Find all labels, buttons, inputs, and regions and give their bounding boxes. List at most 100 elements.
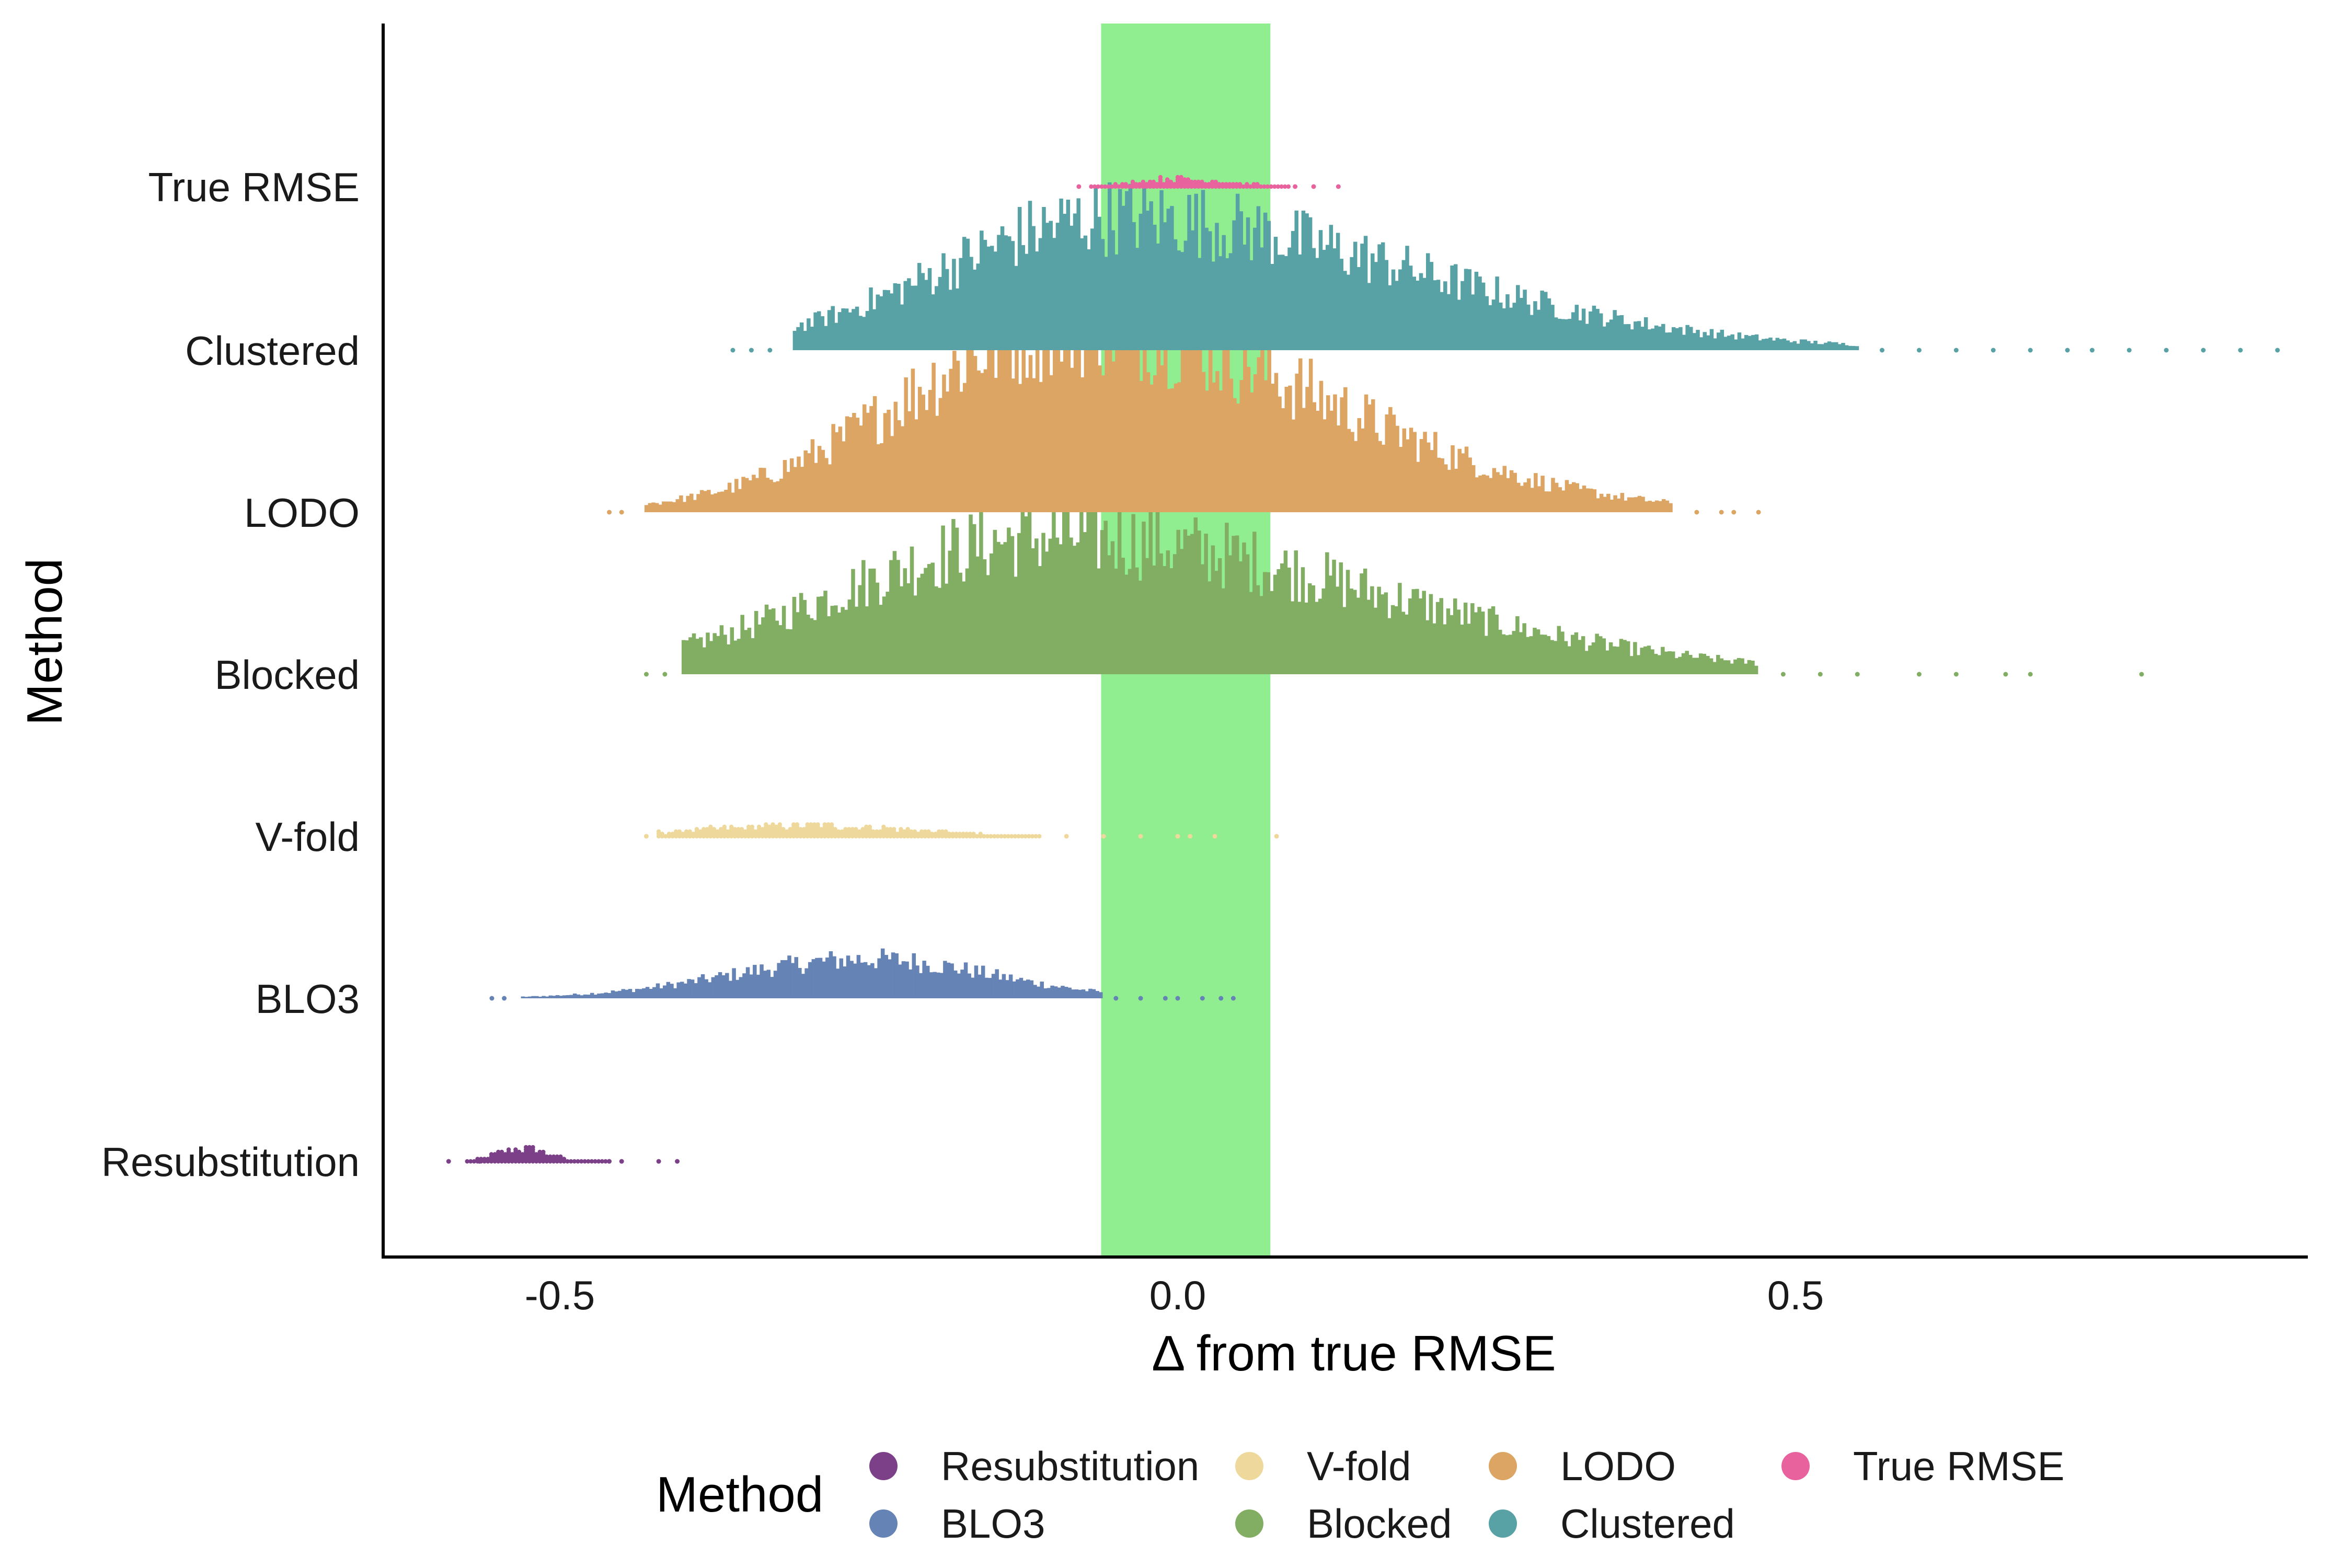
series-mark <box>1143 327 1147 512</box>
series-mark <box>823 591 827 674</box>
series-mark <box>1353 590 1357 674</box>
series-mark <box>1028 355 1033 512</box>
series-mark <box>840 829 845 834</box>
series-mark <box>727 482 732 512</box>
series-mark <box>1027 834 1031 839</box>
series-mark <box>1088 988 1092 998</box>
series-mark <box>489 1152 494 1157</box>
series-mark <box>1637 321 1641 350</box>
series-mark <box>1038 238 1043 350</box>
outlier-point <box>1212 834 1217 839</box>
series-mark <box>1685 651 1689 674</box>
series-mark <box>1097 568 1101 674</box>
outlier-point <box>1200 996 1205 1001</box>
series-mark <box>1187 535 1191 674</box>
series-mark <box>1234 182 1239 187</box>
series-mark <box>804 968 809 998</box>
series-mark <box>1726 660 1731 674</box>
series-mark <box>1772 340 1776 350</box>
series-mark <box>985 834 990 839</box>
series-mark <box>1533 301 1537 350</box>
series-mark <box>1340 397 1344 512</box>
series-mark <box>1730 334 1734 350</box>
series-mark <box>1025 253 1029 350</box>
series-mark <box>1775 338 1780 350</box>
y-tick-label: V-fold <box>256 814 360 860</box>
series-mark <box>1723 337 1728 350</box>
series-mark <box>1294 550 1298 674</box>
series-mark <box>1167 389 1171 512</box>
outlier-point <box>2139 672 2144 677</box>
series-mark <box>856 955 861 998</box>
series-mark <box>781 827 786 832</box>
series-mark <box>545 996 549 998</box>
series-mark <box>1647 329 1652 350</box>
series-mark <box>1398 269 1402 350</box>
series-mark <box>1206 182 1211 187</box>
series-mark <box>1198 328 1202 512</box>
series-mark <box>1380 594 1385 674</box>
series-mark <box>1782 338 1787 350</box>
legend-item: Resubstitution <box>869 1443 1199 1489</box>
series-mark <box>1498 629 1502 674</box>
series-mark <box>1664 332 1669 350</box>
series-mark <box>1716 655 1720 674</box>
series-mark <box>1474 612 1478 674</box>
series-mark <box>787 955 791 998</box>
series-mark <box>979 508 983 674</box>
series-mark <box>688 637 693 674</box>
series-mark <box>1381 242 1385 350</box>
series-mark <box>1415 589 1419 674</box>
series-mark <box>662 985 667 998</box>
series-mark <box>1192 179 1198 185</box>
series-mark <box>1065 498 1070 674</box>
series-mark <box>1038 566 1042 674</box>
series-mark <box>1004 235 1008 350</box>
legend-title: Method <box>656 1467 823 1523</box>
series-mark <box>1398 447 1403 512</box>
series-mark <box>1151 179 1156 185</box>
series-mark <box>1682 335 1686 350</box>
outlier-point <box>1780 672 1786 677</box>
series-mark <box>1122 307 1126 512</box>
series-mark <box>1737 332 1742 350</box>
series-mark <box>994 377 998 512</box>
series-mark <box>1460 625 1464 674</box>
series-mark <box>1454 468 1458 512</box>
series-mark <box>1422 591 1426 674</box>
series-mark <box>802 599 807 674</box>
series-mark <box>1043 988 1048 998</box>
series-mark <box>1561 490 1566 512</box>
series-mark <box>576 994 580 998</box>
series-mark <box>1256 585 1260 674</box>
series-mark <box>1585 324 1589 350</box>
series-mark <box>933 972 937 998</box>
series-mark <box>1262 184 1267 189</box>
series-mark <box>1332 248 1337 350</box>
series-mark <box>912 829 917 834</box>
series-mark <box>734 479 739 512</box>
series-mark <box>987 338 991 512</box>
y-tick-label: True RMSE <box>148 164 360 210</box>
series-mark <box>1412 276 1416 350</box>
series-mark <box>1169 568 1174 674</box>
series-mark <box>925 410 929 512</box>
series-mark <box>1305 213 1309 350</box>
series-mark <box>1286 184 1291 189</box>
series-mark <box>1042 206 1046 350</box>
series-mark <box>1364 394 1368 512</box>
series-mark <box>1305 387 1309 512</box>
outlier-point <box>489 996 494 1001</box>
series-mark <box>1530 315 1534 350</box>
series-mark <box>959 391 963 512</box>
series-mark <box>859 425 863 512</box>
series-mark <box>698 637 703 674</box>
series-mark <box>701 827 706 832</box>
series-mark <box>672 502 676 512</box>
series-mark <box>933 832 938 836</box>
series-mark <box>764 822 768 827</box>
series-mark <box>1754 334 1759 350</box>
series-mark <box>1284 386 1289 512</box>
series-mark <box>1319 381 1324 512</box>
series-mark <box>1250 392 1254 512</box>
